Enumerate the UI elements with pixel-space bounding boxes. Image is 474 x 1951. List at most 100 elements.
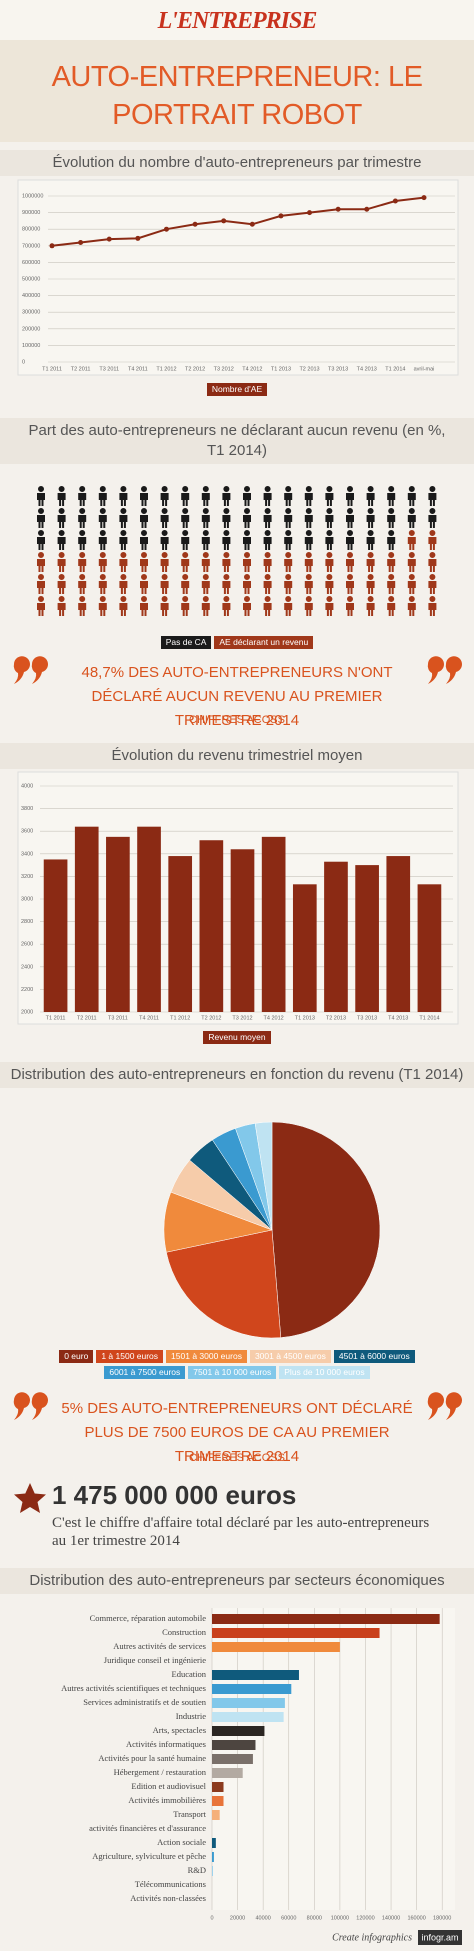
highlight-figure: 1 475 000 000 euros (52, 1480, 297, 1510)
person-icon (37, 574, 45, 594)
bar (230, 849, 255, 1012)
person-icon (325, 552, 334, 572)
point (135, 235, 141, 241)
person-icon (346, 552, 354, 572)
quote-mark (427, 656, 462, 684)
person-icon (57, 486, 66, 506)
person-icon (325, 508, 334, 528)
x-tick-label: 0 (210, 1915, 213, 1921)
bar (74, 826, 99, 1012)
x-tick-label: T1 2013 (295, 1015, 315, 1021)
person-icon (366, 552, 375, 572)
person-icon (284, 574, 293, 594)
person-icon (243, 486, 251, 506)
bar (212, 1838, 216, 1848)
logo-band (0, 0, 474, 40)
x-tick-label: avril-mai (414, 366, 435, 372)
person-icon (407, 552, 416, 572)
bar (355, 865, 379, 1012)
point (364, 206, 370, 212)
person-icon (98, 508, 107, 528)
x-tick-label: T1 2011 (42, 366, 62, 372)
legend-item: 1 à 1500 euros (96, 1350, 164, 1363)
bar (212, 1796, 224, 1806)
x-tick-label: T3 2012 (214, 366, 234, 372)
y-tick-label: Activités immobilières (128, 1795, 206, 1805)
person-icon (160, 596, 169, 616)
point (78, 239, 84, 245)
person-icon (201, 574, 210, 594)
chart-title: Évolution du revenu trimestriel moyen (111, 747, 363, 764)
x-tick-label: T4 2013 (388, 1015, 408, 1021)
y-tick-label: Autres activités de services (113, 1641, 206, 1651)
person-icon (325, 596, 334, 616)
section-band (0, 1062, 474, 1088)
x-tick-label: 180000 (433, 1915, 451, 1921)
person-icon (263, 596, 272, 616)
person-icon (428, 596, 437, 616)
y-tick-label: 2000 (21, 1009, 33, 1015)
y-tick-label: Activités informatiques (126, 1739, 206, 1749)
x-tick-label: T2 2013 (326, 1015, 346, 1021)
x-tick-label: T1 2012 (170, 1015, 190, 1021)
person-icon (140, 530, 148, 550)
bar (212, 1684, 292, 1694)
person-icon (366, 486, 375, 506)
person-icon (366, 508, 375, 528)
point (49, 243, 55, 249)
person-icon (37, 508, 45, 528)
person-icon (387, 486, 396, 506)
person-icon (119, 596, 128, 616)
x-tick-label: T1 2011 (46, 1015, 66, 1021)
person-icon (284, 552, 293, 572)
x-tick-label: 80000 (307, 1915, 322, 1921)
legend-item: 4501 à 6000 euros (333, 1350, 415, 1363)
person-icon (407, 596, 416, 616)
person-icon (37, 530, 45, 550)
person-icon (201, 596, 210, 616)
y-tick-label: Commerce, réparation automobile (90, 1613, 207, 1623)
person-icon (78, 574, 87, 594)
person-icon (201, 486, 210, 506)
person-icon (304, 596, 313, 616)
main-title: AUTO-ENTREPRENEUR: LE PORTRAIT ROBOT (51, 61, 423, 131)
legend-item: 3001 à 4500 euros (249, 1350, 331, 1363)
y-tick-label: 100000 (22, 343, 40, 349)
person-icon (243, 530, 251, 550)
person-icon (160, 552, 169, 572)
person-icon (243, 596, 251, 616)
point (278, 213, 284, 219)
legend-item: Pas de CA (160, 636, 212, 649)
bar (212, 1726, 265, 1736)
x-tick-label: T2 2013 (299, 366, 319, 372)
person-icon (304, 574, 313, 594)
person-icon (181, 574, 190, 594)
bar (137, 826, 161, 1012)
point (163, 226, 169, 232)
person-icon (140, 596, 148, 616)
quote-source: CHIFFRES ACOSS (189, 1452, 285, 1464)
star-icon (14, 1483, 46, 1513)
section-band (0, 418, 474, 464)
y-tick-label: Activités non-classées (130, 1893, 206, 1903)
person-icon (263, 530, 272, 550)
person-icon (181, 530, 190, 550)
x-tick-label: T4 2011 (139, 1015, 159, 1021)
x-tick-label: T2 2011 (77, 1015, 97, 1021)
person-icon (181, 596, 190, 616)
person-icon (160, 508, 169, 528)
bar (212, 1628, 380, 1638)
bar (417, 884, 442, 1012)
person-icon (181, 552, 190, 572)
person-icon (428, 508, 437, 528)
person-icon (243, 574, 251, 594)
section-band (0, 743, 474, 769)
quote-text: 5% DES AUTO-ENTREPRENEURS ONT DÉCLARÉ PL… (61, 1400, 413, 1465)
point (192, 221, 198, 227)
person-icon (346, 508, 354, 528)
y-tick-label: 2200 (21, 987, 33, 993)
person-icon (181, 486, 190, 506)
x-tick-label: T3 2011 (99, 366, 119, 372)
